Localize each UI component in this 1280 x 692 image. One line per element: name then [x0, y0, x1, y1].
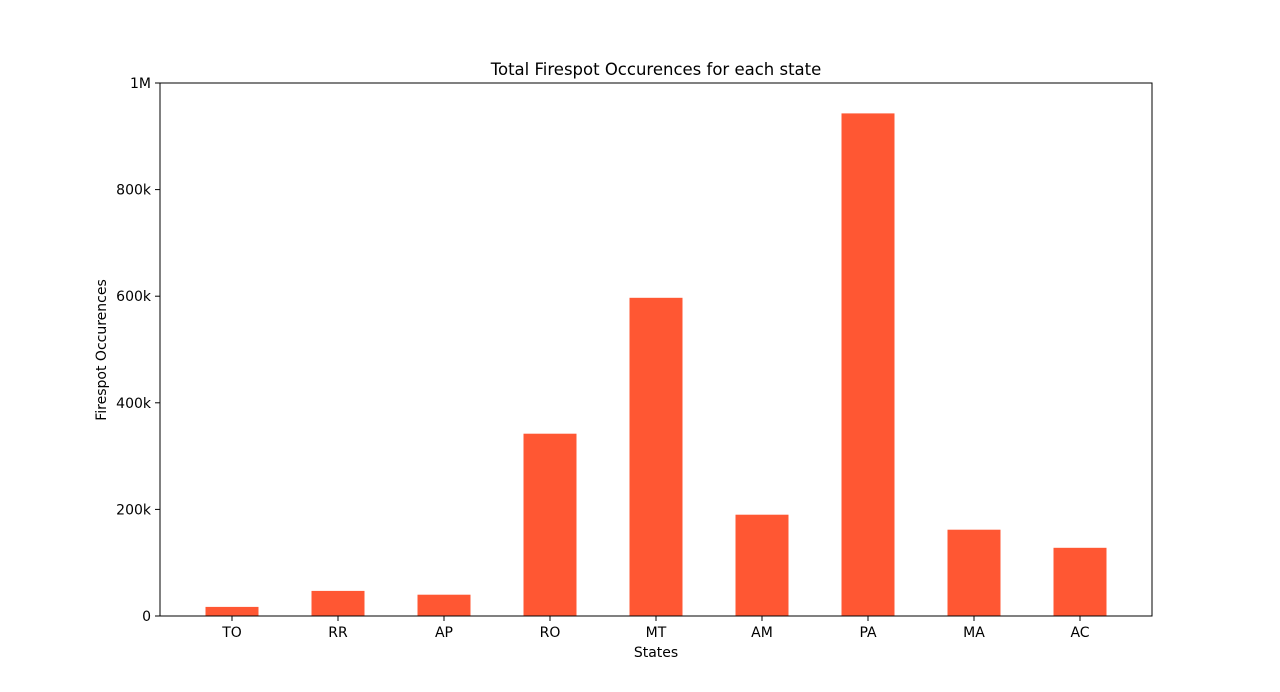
plot-frame — [159, 82, 1153, 617]
y-tick-label: 600k — [116, 289, 152, 305]
y-tick-label: 400k — [116, 396, 152, 412]
y-tick-label: 1M — [130, 76, 151, 92]
bar-ap — [417, 594, 471, 616]
bar-ma — [947, 529, 1001, 616]
y-tick-label: 800k — [116, 183, 152, 199]
x-tick-label-rr: RR — [328, 625, 348, 641]
bar-to — [205, 606, 259, 616]
y-axis-label: Firespot Occurences — [94, 279, 110, 421]
x-tick-label-ma: MA — [963, 625, 985, 641]
x-axis-label: States — [634, 645, 678, 661]
x-tick-label-ro: RO — [540, 625, 561, 641]
y-tick-label: 0 — [142, 609, 151, 625]
bar-ac — [1053, 547, 1107, 616]
y-axis-ticks: 0 200k 400k 600k 800k 1M — [116, 76, 160, 625]
x-tick-label-ac: AC — [1070, 625, 1089, 641]
bar-rr — [311, 590, 365, 616]
x-axis-ticks: TO RR AP RO MT AM PA MA AC — [221, 616, 1090, 641]
x-tick-label-ap: AP — [435, 625, 453, 641]
bar-am — [735, 514, 789, 616]
bars-group — [205, 113, 1107, 617]
x-tick-label-mt: MT — [646, 625, 667, 641]
x-tick-label-pa: PA — [859, 625, 877, 641]
x-tick-label-to: TO — [221, 625, 242, 641]
bar-mt — [629, 297, 683, 616]
chart-title: Total Firespot Occurences for each state — [490, 60, 822, 79]
y-tick-label: 200k — [116, 502, 152, 518]
x-tick-label-am: AM — [751, 625, 773, 641]
bar-ro — [523, 433, 577, 616]
bar-pa — [841, 113, 895, 617]
